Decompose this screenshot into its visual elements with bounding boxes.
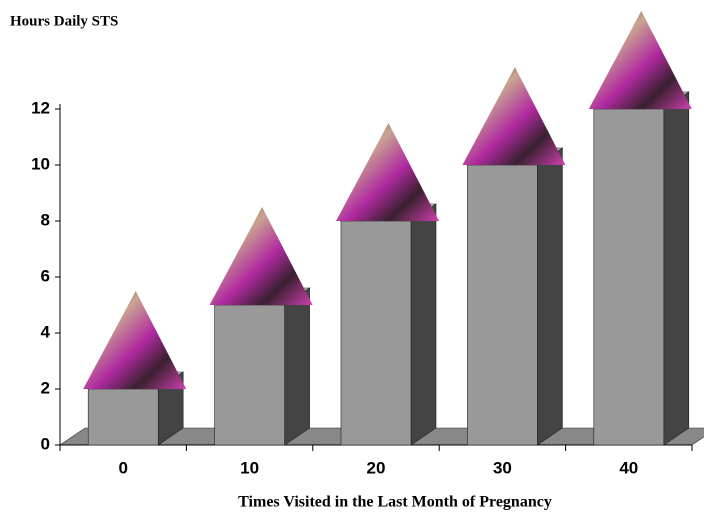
x-tick-label: 10	[240, 458, 259, 477]
x-tick-label: 30	[493, 458, 512, 477]
chart-title: Hours Daily STS	[10, 13, 118, 29]
bar	[88, 389, 158, 445]
y-tick-label: 0	[41, 434, 50, 453]
bar-side	[285, 288, 310, 445]
bar	[341, 221, 411, 445]
y-tick-label: 6	[41, 266, 50, 285]
y-tick-label: 8	[41, 210, 50, 229]
bar-side	[537, 148, 562, 445]
bar-cap	[210, 207, 313, 305]
y-tick-label: 10	[31, 154, 50, 173]
bar-side	[664, 92, 689, 445]
bar-side	[411, 204, 436, 445]
bar	[215, 305, 285, 445]
page: Hours Daily STS Times Visited in the Las…	[0, 0, 704, 512]
bar-cap	[336, 123, 439, 221]
bar	[594, 109, 664, 445]
y-tick-label: 12	[31, 98, 50, 117]
x-tick-label: 40	[619, 458, 638, 477]
x-axis-title: Times Visited in the Last Month of Pregn…	[238, 494, 552, 511]
bar	[467, 165, 537, 445]
bar-cap	[589, 11, 692, 109]
x-tick-label: 20	[367, 458, 386, 477]
x-tick-label: 0	[118, 458, 127, 477]
chart: Hours Daily STS Times Visited in the Las…	[0, 0, 704, 512]
y-tick-label: 4	[41, 322, 51, 341]
bar-cap	[83, 291, 186, 389]
y-tick-label: 2	[41, 378, 50, 397]
bar-cap	[462, 67, 565, 165]
